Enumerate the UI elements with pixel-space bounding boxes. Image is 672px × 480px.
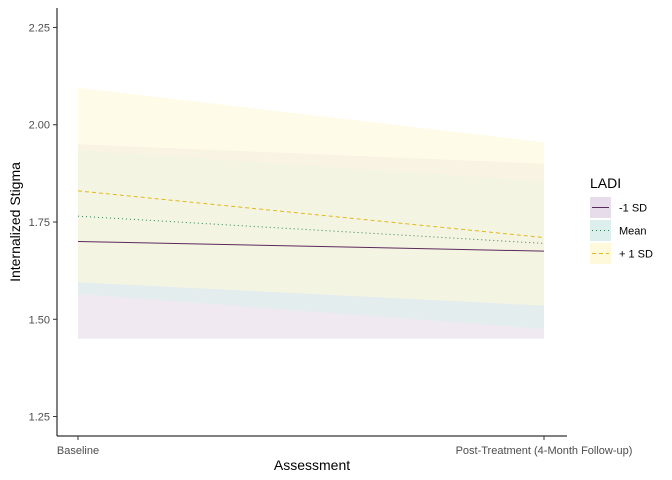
y-tick-label: 2.25 bbox=[29, 22, 50, 34]
y-tick-label: 1.75 bbox=[29, 217, 50, 229]
confidence-bands bbox=[78, 87, 544, 339]
legend-label-2: + 1 SD bbox=[619, 249, 653, 261]
y-tick-label: 2.00 bbox=[29, 120, 50, 132]
y-tick-label: 1.25 bbox=[29, 412, 50, 424]
legend-label-1: Mean bbox=[619, 226, 647, 238]
series-lines bbox=[77, 190, 545, 252]
y-axis-title: Internalized Stigma bbox=[7, 162, 23, 282]
x-tick-label: Post-Treatment (4-Month Follow-up) bbox=[456, 445, 633, 457]
series-line-1 bbox=[77, 215, 545, 244]
legend-label-0: -1 SD bbox=[619, 203, 647, 215]
ribbon-2 bbox=[78, 87, 544, 306]
series-line-2 bbox=[77, 190, 545, 239]
y-axis-ticks: 1.25 1.50 1.75 2.00 2.25 bbox=[29, 22, 57, 424]
legend: LADI -1 SD Mean + 1 SD bbox=[590, 175, 653, 264]
legend-title: LADI bbox=[590, 175, 621, 191]
legend-keys: -1 SD Mean + 1 SD bbox=[590, 197, 653, 264]
x-axis-ticks: Baseline Post-Treatment (4-Month Follow-u… bbox=[57, 436, 633, 457]
x-axis-title: Assessment bbox=[274, 457, 350, 473]
x-tick-label: Baseline bbox=[57, 445, 99, 457]
y-tick-label: 1.50 bbox=[29, 314, 50, 326]
series-line-0 bbox=[77, 240, 545, 252]
